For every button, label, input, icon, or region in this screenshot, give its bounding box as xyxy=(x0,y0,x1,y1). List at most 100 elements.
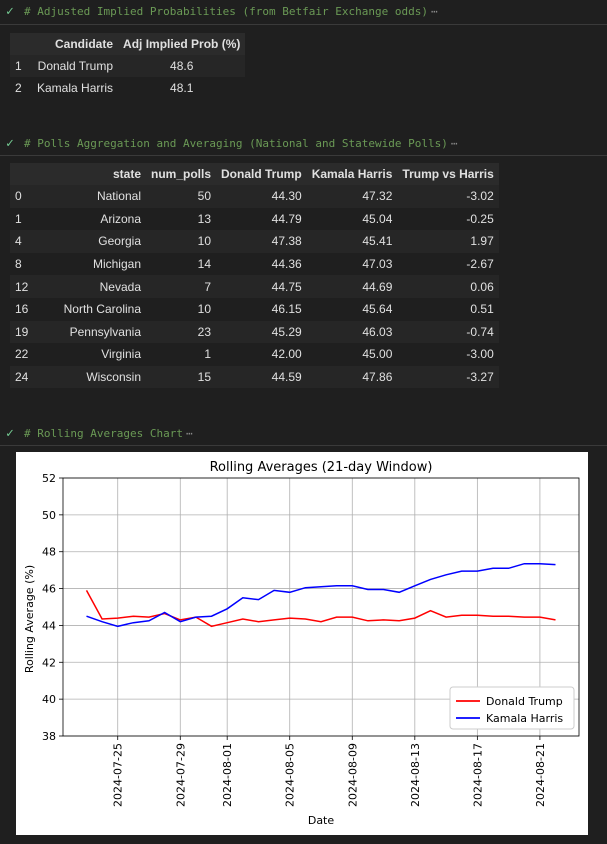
table-cell: 50 xyxy=(197,189,212,204)
row-index: 19 xyxy=(15,324,29,339)
table-header-row: state num_polls Donald Trump Kamala Harr… xyxy=(10,163,499,185)
chart-title: Rolling Averages (21-day Window) xyxy=(210,460,433,475)
legend-label: Donald Trump xyxy=(486,695,563,708)
column-header: num_polls xyxy=(151,167,212,181)
y-tick-label: 38 xyxy=(42,730,56,743)
row-index: 16 xyxy=(15,302,29,317)
table-cell: -2.67 xyxy=(466,257,494,272)
table-cell: 46.15 xyxy=(271,302,302,317)
table-cell: 14 xyxy=(197,257,212,272)
table-cell: 45.04 xyxy=(362,211,393,226)
row-index: 0 xyxy=(15,189,22,204)
x-axis-label: Date xyxy=(308,814,335,827)
table-cell: Nevada xyxy=(99,279,141,294)
table-cell: 44.36 xyxy=(271,257,302,272)
table-cell: 45.41 xyxy=(362,234,393,249)
cell-header-rolling-averages-chart[interactable]: ✓ # Rolling Averages Chart ⋯ xyxy=(0,422,607,444)
x-tick-label: 2024-07-25 xyxy=(112,743,125,807)
y-tick-label: 52 xyxy=(42,472,56,485)
table-row: 22 Virginia 1 42.00 45.00 -3.00 xyxy=(10,343,499,366)
table-cell: 15 xyxy=(197,370,212,385)
series-line xyxy=(86,562,556,628)
table-cell: Michigan xyxy=(92,257,141,272)
table-cell: 0.06 xyxy=(470,279,494,294)
row-index: 4 xyxy=(15,234,22,249)
table-row: 16 North Carolina 10 46.15 45.64 0.51 xyxy=(10,297,499,321)
row-index: 1 xyxy=(15,211,22,226)
table-row: 19 Pennsylvania 23 45.29 46.03 -0.74 xyxy=(10,320,499,344)
table-cell: 44.69 xyxy=(362,279,393,294)
y-tick-label: 42 xyxy=(42,656,56,669)
table-cell: -3.02 xyxy=(466,189,494,204)
table-cell: 44.30 xyxy=(271,189,302,204)
column-header: Donald Trump xyxy=(221,167,302,181)
column-header: state xyxy=(112,167,141,181)
cell-header-implied-probabilities[interactable]: ✓ # Adjusted Implied Probabilities (from… xyxy=(0,0,607,22)
row-index: 8 xyxy=(15,257,22,272)
x-tick-label: 2024-08-21 xyxy=(534,743,547,807)
table-cell: Georgia xyxy=(98,234,141,249)
table-row: 1 Donald Trump 48.6 xyxy=(10,55,246,77)
table-cell: 13 xyxy=(197,211,212,226)
legend-label: Kamala Harris xyxy=(486,712,563,725)
cell-code-line: # Rolling Averages Chart xyxy=(24,426,183,440)
column-header xyxy=(10,33,32,55)
table-row: 1 Arizona 13 44.79 45.04 -0.25 xyxy=(10,207,499,231)
x-tick-label: 2024-08-17 xyxy=(471,743,484,807)
table-cell: -0.74 xyxy=(466,324,494,339)
table-cell: 10 xyxy=(197,302,212,317)
table-cell: 44.79 xyxy=(271,211,302,226)
table-row: 2 Kamala Harris 48.1 xyxy=(10,77,246,99)
table-cell: 1 xyxy=(204,347,212,362)
table-cell: Wisconsin xyxy=(86,370,141,385)
table-cell: 48.1 xyxy=(170,81,194,95)
row-index: 2 xyxy=(15,81,22,95)
expand-ellipsis-icon[interactable]: ⋯ xyxy=(430,4,438,18)
table-row: 8 Michigan 14 44.36 47.03 -2.67 xyxy=(10,252,499,276)
legend: Donald Trump Kamala Harris xyxy=(449,686,575,730)
table-cell: 0.51 xyxy=(470,302,494,317)
table-row: 24 Wisconsin 15 44.59 47.86 -3.27 xyxy=(10,365,499,389)
table-cell: 42.00 xyxy=(271,347,302,362)
column-header xyxy=(10,163,36,185)
column-header: Adj Implied Prob (%) xyxy=(123,37,241,51)
table-cell: 44.75 xyxy=(271,279,302,294)
table-cell: 47.32 xyxy=(362,189,393,204)
check-icon: ✓ xyxy=(6,425,14,441)
row-index: 12 xyxy=(15,279,29,294)
column-header: Candidate xyxy=(55,37,114,51)
table-cell: Kamala Harris xyxy=(37,81,114,95)
table-cell: -0.25 xyxy=(466,211,494,226)
table-cell: 47.86 xyxy=(362,370,393,385)
table-cell: Pennsylvania xyxy=(69,324,141,339)
plot-frame xyxy=(62,477,580,737)
column-header: Trump vs Harris xyxy=(402,167,494,181)
table-cell: 47.38 xyxy=(271,234,302,249)
y-tick-label: 50 xyxy=(42,509,56,522)
cell-code-line: # Adjusted Implied Probabilities (from B… xyxy=(24,4,428,18)
table-cell: 1.97 xyxy=(470,234,494,249)
cell-header-polls-aggregation[interactable]: ✓ # Polls Aggregation and Averaging (Nat… xyxy=(0,132,607,154)
expand-ellipsis-icon[interactable]: ⋯ xyxy=(450,136,458,150)
table-row: 4 Georgia 10 47.38 45.41 1.97 xyxy=(10,230,499,253)
table-header-row: Candidate Adj Implied Prob (%) xyxy=(10,33,246,55)
table-cell: 48.6 xyxy=(170,59,194,73)
x-tick-label: 2024-07-29 xyxy=(174,743,187,807)
expand-ellipsis-icon[interactable]: ⋯ xyxy=(185,426,193,440)
table-cell: 47.03 xyxy=(362,257,393,272)
y-tick-label: 40 xyxy=(42,693,56,706)
x-tick-label: 2024-08-01 xyxy=(221,743,234,807)
table-cell: Arizona xyxy=(100,211,141,226)
x-tick-label: 2024-08-05 xyxy=(284,743,297,807)
x-tick-label: 2024-08-13 xyxy=(409,743,422,807)
y-tick-label: 46 xyxy=(42,583,56,596)
row-index: 22 xyxy=(15,347,29,362)
implied-probabilities-table: Candidate Adj Implied Prob (%) 1 Donald … xyxy=(10,33,246,99)
rolling-averages-chart: Rolling Averages (21-day Window) Date Ro… xyxy=(16,452,588,835)
row-index: 1 xyxy=(15,59,22,73)
table-row: 0 National 50 44.30 47.32 -3.02 xyxy=(10,185,499,208)
table-cell: Donald Trump xyxy=(37,59,114,73)
check-icon: ✓ xyxy=(6,135,14,151)
cell-divider xyxy=(0,155,607,156)
table-cell: 23 xyxy=(197,324,212,339)
